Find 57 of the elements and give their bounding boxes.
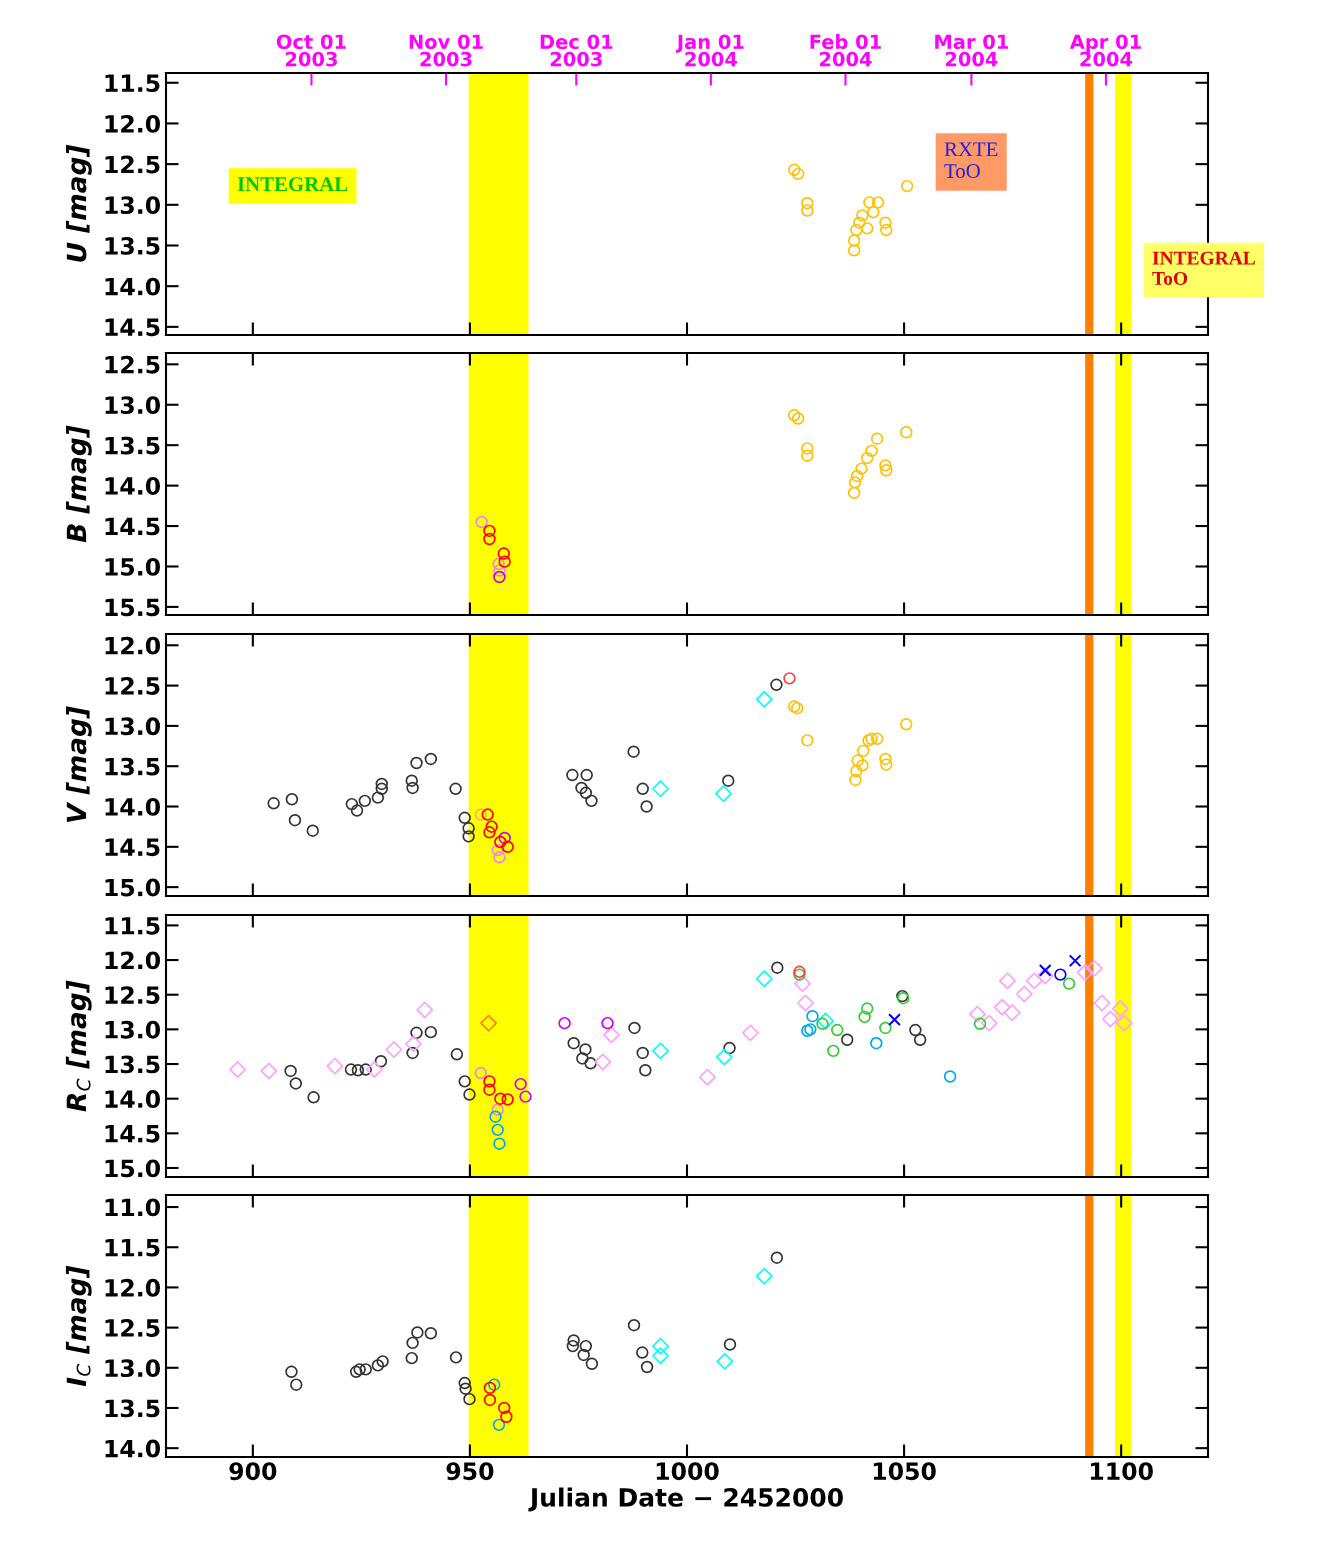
- x-tick-label: 1050: [873, 1462, 936, 1481]
- x-tick-label: 950: [446, 1462, 494, 1481]
- y-tick-label: 12.0: [105, 636, 161, 655]
- y-tick-label: 11.5: [105, 74, 160, 93]
- x-tick-label: 1000: [656, 1462, 719, 1481]
- y-tick-label: 14.0: [105, 1439, 161, 1458]
- y-tick-label: 14.0: [105, 797, 161, 816]
- x2-tick-label: Mar 01 2004: [935, 34, 1008, 67]
- y-tick-label: 13.0: [105, 396, 161, 415]
- y-tick-label: 12.5: [105, 155, 160, 174]
- y-tick-label: 15.0: [105, 557, 161, 576]
- y-axis-title: U [mag]: [66, 144, 92, 262]
- annotation: INTEGRAL: [237, 177, 348, 192]
- y-tick-label: 13.5: [105, 236, 160, 255]
- y-tick-label: 13.5: [105, 1055, 160, 1074]
- y-tick-label: 14.0: [105, 477, 161, 495]
- y-axis-title: V [mag]: [66, 706, 92, 822]
- y-tick-label: 14.5: [105, 318, 160, 337]
- y-tick-label: 12.0: [105, 951, 161, 970]
- y-tick-label: 13.0: [105, 717, 161, 736]
- annotation: RXTE ToO: [944, 142, 998, 179]
- y-tick-label: 12.0: [105, 114, 161, 133]
- x2-tick-label: Nov 01 2003: [409, 34, 483, 67]
- y-axis-title: R$_{C}$ [mag]: [65, 980, 92, 1112]
- y-tick-label: 14.0: [105, 1090, 161, 1108]
- y-axis-title: I$_{C}$ [mag]: [65, 1265, 92, 1387]
- y-tick-label: 14.5: [105, 838, 160, 857]
- y-tick-label: 12.5: [105, 1319, 160, 1337]
- y-tick-label: 13.0: [105, 1020, 161, 1039]
- y-tick-label: 15.5: [105, 598, 160, 617]
- x2-tick-label: Apr 01 2004: [1069, 34, 1141, 67]
- y-tick-label: 14.5: [105, 517, 160, 536]
- annotation: INTEGRAL ToO: [1152, 251, 1255, 286]
- y-tick-label: 12.5: [105, 355, 160, 374]
- y-tick-label: 13.0: [105, 1359, 161, 1378]
- y-tick-label: 12.5: [105, 677, 160, 695]
- x-tick-label: 900: [229, 1462, 277, 1481]
- y-tick-label: 13.5: [105, 1399, 160, 1418]
- x2-tick-label: Feb 01 2004: [810, 34, 881, 67]
- x2-tick-label: Oct 01 2003: [276, 34, 346, 67]
- y-tick-label: 12.5: [105, 986, 160, 1005]
- y-tick-label: 15.0: [105, 878, 161, 897]
- y-tick-label: 13.5: [105, 436, 160, 455]
- y-tick-label: 13.0: [105, 196, 161, 215]
- y-axis-title: B [mag]: [66, 425, 92, 543]
- y-tick-label: 11.5: [105, 1239, 160, 1257]
- y-tick-label: 15.0: [105, 1159, 161, 1178]
- y-tick-label: 12.0: [105, 1278, 161, 1297]
- y-tick-label: 14.0: [105, 277, 161, 296]
- y-tick-label: 11.0: [105, 1198, 161, 1217]
- x2-tick-label: Jan 01 2004: [675, 34, 744, 67]
- x-axis-title: Julian Date − 2452000: [528, 1487, 843, 1512]
- y-tick-label: 14.5: [105, 1125, 160, 1143]
- x-tick-label: 1100: [1090, 1462, 1153, 1481]
- y-tick-label: 11.5: [105, 917, 160, 935]
- y-tick-label: 13.5: [105, 757, 160, 776]
- x2-tick-label: Dec 01 2003: [540, 34, 613, 67]
